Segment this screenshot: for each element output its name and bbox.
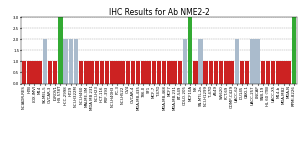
Bar <box>178 61 182 84</box>
Bar <box>162 61 166 84</box>
Title: IHC Results for Ab NME2-2: IHC Results for Ab NME2-2 <box>109 8 209 17</box>
Bar <box>188 17 192 84</box>
Bar <box>203 61 208 84</box>
Bar <box>84 61 88 84</box>
Bar <box>245 61 249 84</box>
Bar <box>292 17 296 84</box>
Bar <box>48 61 52 84</box>
Bar <box>152 61 156 84</box>
Bar <box>167 61 172 84</box>
Bar <box>281 61 286 84</box>
Bar <box>43 39 47 84</box>
Bar <box>193 61 197 84</box>
Bar <box>146 61 151 84</box>
Bar <box>131 61 135 84</box>
Bar <box>219 61 224 84</box>
Bar <box>214 61 218 84</box>
Bar <box>32 61 37 84</box>
Bar <box>261 61 265 84</box>
Bar <box>121 61 125 84</box>
Bar <box>53 61 57 84</box>
Bar <box>183 39 187 84</box>
Bar <box>209 61 213 84</box>
Bar <box>224 61 229 84</box>
Bar <box>79 61 83 84</box>
Bar <box>63 39 68 84</box>
Bar <box>38 61 42 84</box>
Bar <box>115 61 120 84</box>
Bar <box>266 61 270 84</box>
Bar <box>105 61 109 84</box>
Bar <box>230 61 234 84</box>
Bar <box>271 61 275 84</box>
Bar <box>250 39 255 84</box>
Bar <box>172 61 177 84</box>
Bar <box>255 39 260 84</box>
Bar <box>58 17 63 84</box>
Bar <box>157 61 161 84</box>
Bar <box>27 61 32 84</box>
Bar <box>141 61 146 84</box>
Bar <box>286 61 291 84</box>
Bar <box>89 61 94 84</box>
Bar <box>74 39 78 84</box>
Bar <box>240 61 244 84</box>
Bar <box>198 39 203 84</box>
Bar <box>136 61 140 84</box>
Bar <box>69 39 73 84</box>
Bar <box>110 61 115 84</box>
Bar <box>235 39 239 84</box>
Bar <box>100 61 104 84</box>
Bar <box>22 61 26 84</box>
Bar <box>94 61 99 84</box>
Bar <box>276 61 280 84</box>
Bar <box>126 61 130 84</box>
